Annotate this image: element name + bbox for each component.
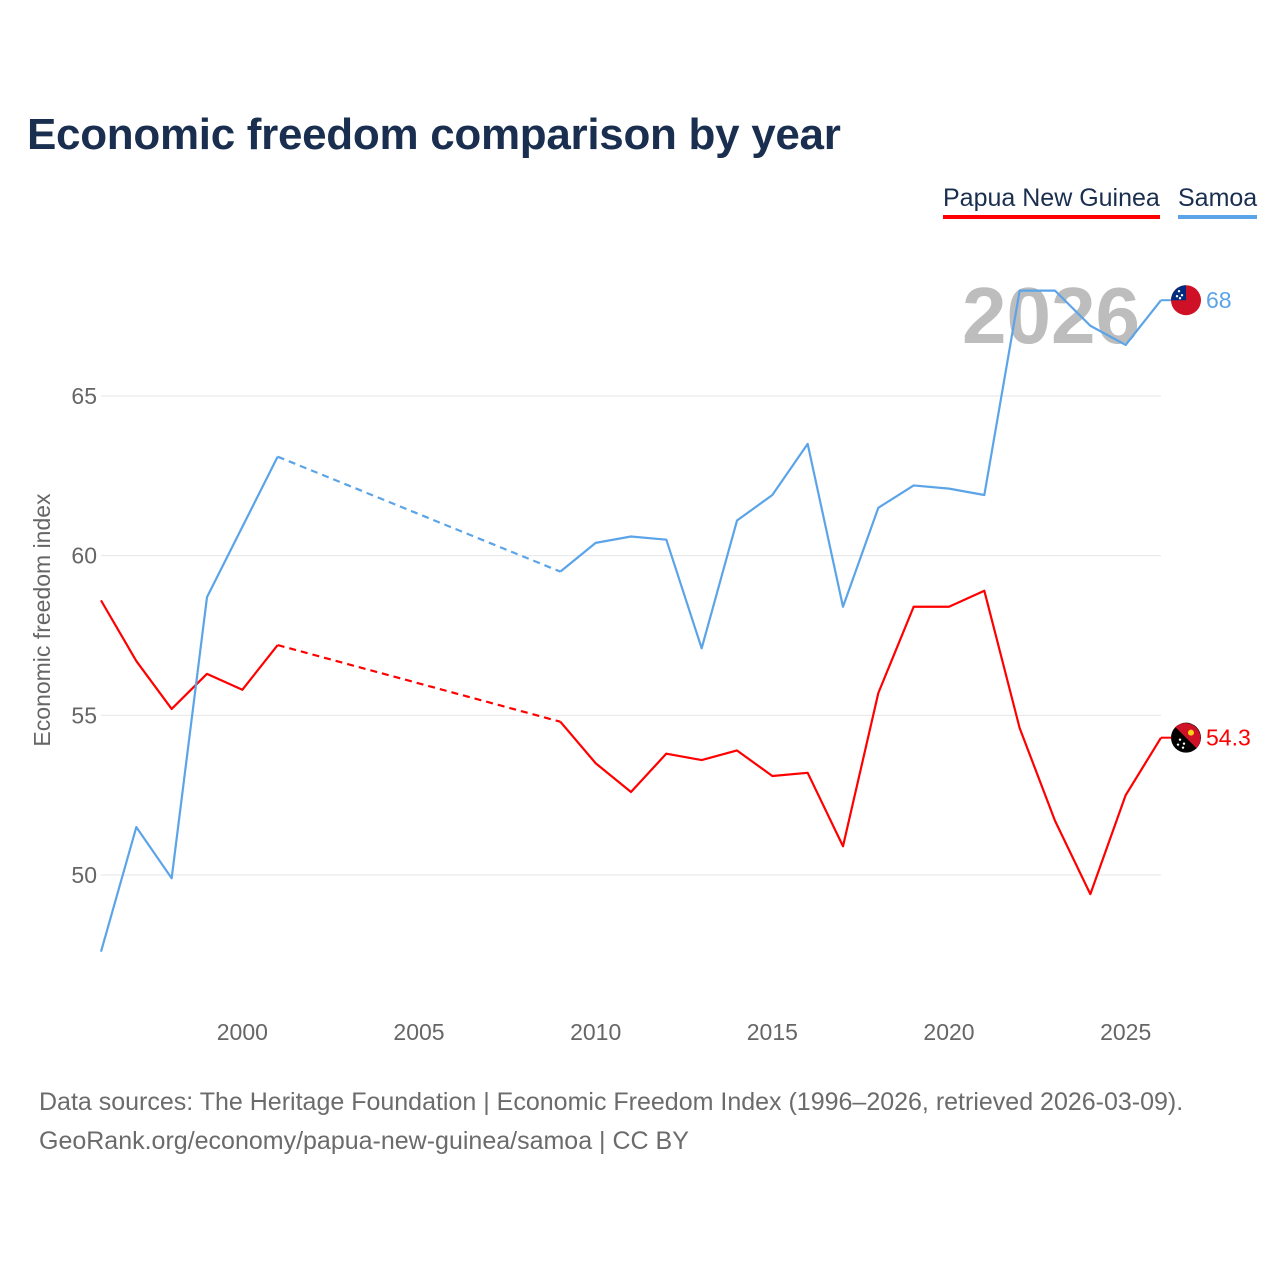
x-tick-label: 2020: [923, 1019, 974, 1045]
x-tick-label: 2015: [747, 1019, 798, 1045]
y-tick-label: 55: [71, 702, 97, 728]
y-axis-label: Economic freedom index: [29, 493, 55, 747]
flag-bird: [1188, 729, 1194, 736]
x-tick-label: 2010: [570, 1019, 621, 1045]
footer-url: GeoRank.org/economy/papua-new-guinea/sam…: [39, 1127, 689, 1155]
legend-item-papua-new-guinea[interactable]: Papua New Guinea: [943, 184, 1160, 219]
end-value-label-samoa: 68: [1206, 287, 1232, 313]
series-gap-papua-new-guinea: [277, 644, 561, 723]
series-gap-samoa: [277, 455, 561, 573]
samoa-flag-icon: [1171, 285, 1201, 316]
flag-star: [1178, 738, 1182, 741]
x-tick-label: 2000: [217, 1019, 268, 1045]
flag-star: [1180, 294, 1184, 297]
series-line-samoa: [99, 456, 279, 952]
series-line-papua-new-guinea: [559, 589, 1162, 896]
flag-star: [1178, 297, 1182, 300]
flag-canton: [1171, 285, 1186, 301]
flag-red: [1175, 723, 1201, 749]
flag-star: [1181, 746, 1185, 749]
x-tick-label: 2005: [393, 1019, 444, 1045]
papua-new-guinea-flag-icon: [1171, 722, 1201, 753]
y-tick-label: 60: [71, 543, 97, 569]
series-line-samoa: [559, 289, 1162, 650]
y-tick-label: 50: [71, 862, 97, 888]
end-value-label-papua-new-guinea: 54.3: [1206, 725, 1251, 751]
x-tick-label: 2025: [1100, 1019, 1151, 1045]
footer-sources: Data sources: The Heritage Foundation | …: [39, 1088, 1184, 1116]
year-watermark: 2026: [962, 271, 1140, 360]
series-line-papua-new-guinea: [100, 599, 279, 711]
flag-star: [1176, 743, 1180, 746]
y-tick-label: 65: [71, 383, 97, 409]
flag-star: [1175, 295, 1179, 298]
legend-item-samoa[interactable]: Samoa: [1178, 184, 1258, 219]
flag-star: [1177, 290, 1181, 293]
chart-title: Economic freedom comparison by year: [27, 110, 841, 159]
flag-star: [1182, 742, 1186, 745]
